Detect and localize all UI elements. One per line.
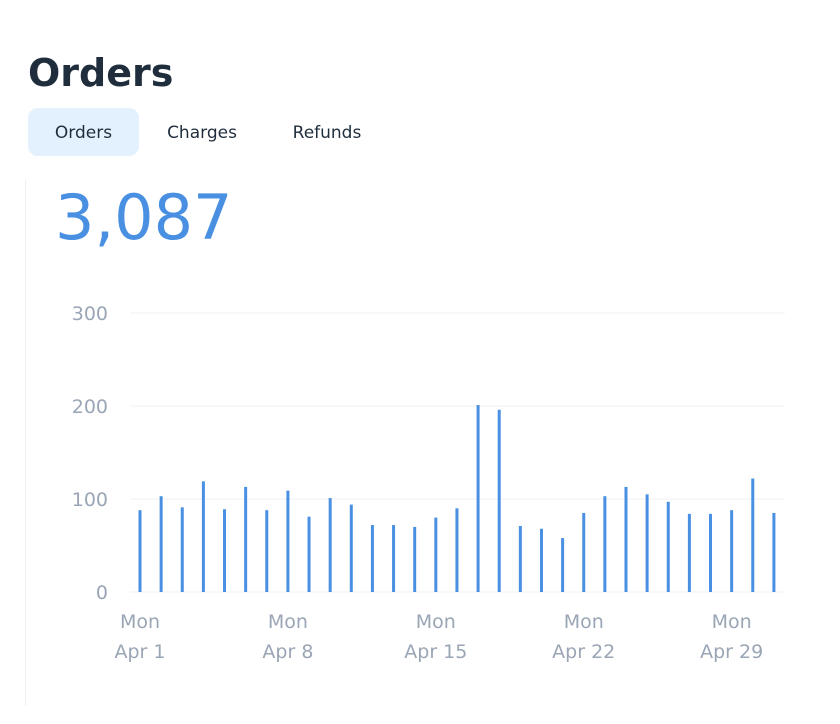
bar bbox=[455, 508, 459, 592]
bar bbox=[180, 507, 184, 592]
x-tick-label: Mon Apr 8 bbox=[262, 611, 313, 663]
bar bbox=[413, 526, 417, 592]
bar bbox=[138, 510, 142, 592]
bar bbox=[709, 513, 713, 592]
tab[interactable]: Charges bbox=[167, 123, 237, 143]
x-tick-label-line: Apr 15 bbox=[404, 641, 467, 663]
bar bbox=[772, 512, 776, 592]
x-tick-label: Mon Apr 1 bbox=[115, 611, 166, 663]
x-tick-label-line: Apr 22 bbox=[552, 641, 615, 663]
x-tick-label-line: Apr 1 bbox=[115, 641, 166, 663]
bar bbox=[349, 504, 353, 592]
bar bbox=[582, 512, 586, 592]
y-tick-label: 0 bbox=[96, 582, 108, 604]
bar bbox=[561, 538, 565, 592]
bar bbox=[370, 525, 374, 592]
tab-selected-bg bbox=[28, 108, 139, 156]
y-tick-label: 100 bbox=[72, 489, 108, 511]
bar bbox=[286, 490, 290, 592]
y-tick-label: 200 bbox=[72, 396, 108, 418]
tab[interactable]: Refunds bbox=[293, 123, 362, 143]
bar bbox=[730, 510, 734, 592]
bar bbox=[244, 486, 248, 592]
x-tick-label: Mon Apr 29 bbox=[700, 611, 763, 663]
x-tick-label-line: Mon bbox=[564, 611, 604, 633]
bar bbox=[539, 528, 543, 592]
bar bbox=[624, 486, 628, 592]
bar bbox=[265, 510, 269, 592]
bar bbox=[201, 481, 205, 592]
x-tick-label-line: Apr 8 bbox=[262, 641, 313, 663]
bar bbox=[159, 496, 163, 592]
x-tick-label-line: Apr 29 bbox=[700, 641, 763, 663]
x-tick-label-line: Mon bbox=[268, 611, 308, 633]
x-tick-label: Mon Apr 22 bbox=[552, 611, 615, 663]
bar bbox=[476, 405, 480, 592]
x-tick-label-line: Mon bbox=[416, 611, 456, 633]
bar bbox=[307, 516, 311, 592]
bar bbox=[603, 496, 607, 592]
page-title: Orders bbox=[28, 51, 173, 95]
bar bbox=[223, 509, 227, 592]
bar bbox=[434, 517, 438, 592]
bar bbox=[392, 525, 396, 592]
tab[interactable]: Orders bbox=[55, 123, 112, 143]
bar bbox=[666, 501, 670, 592]
x-tick-label: Mon Apr 15 bbox=[404, 611, 467, 663]
bar bbox=[497, 409, 501, 592]
total-value: 3,087 bbox=[55, 181, 233, 254]
bar bbox=[645, 494, 649, 592]
bar bbox=[328, 498, 332, 592]
x-tick-label-line: Mon bbox=[712, 611, 752, 633]
bar bbox=[518, 525, 522, 592]
bar bbox=[751, 478, 755, 592]
y-tick-label: 300 bbox=[72, 303, 108, 325]
bar bbox=[687, 513, 691, 592]
x-tick-label-line: Mon bbox=[120, 611, 160, 633]
